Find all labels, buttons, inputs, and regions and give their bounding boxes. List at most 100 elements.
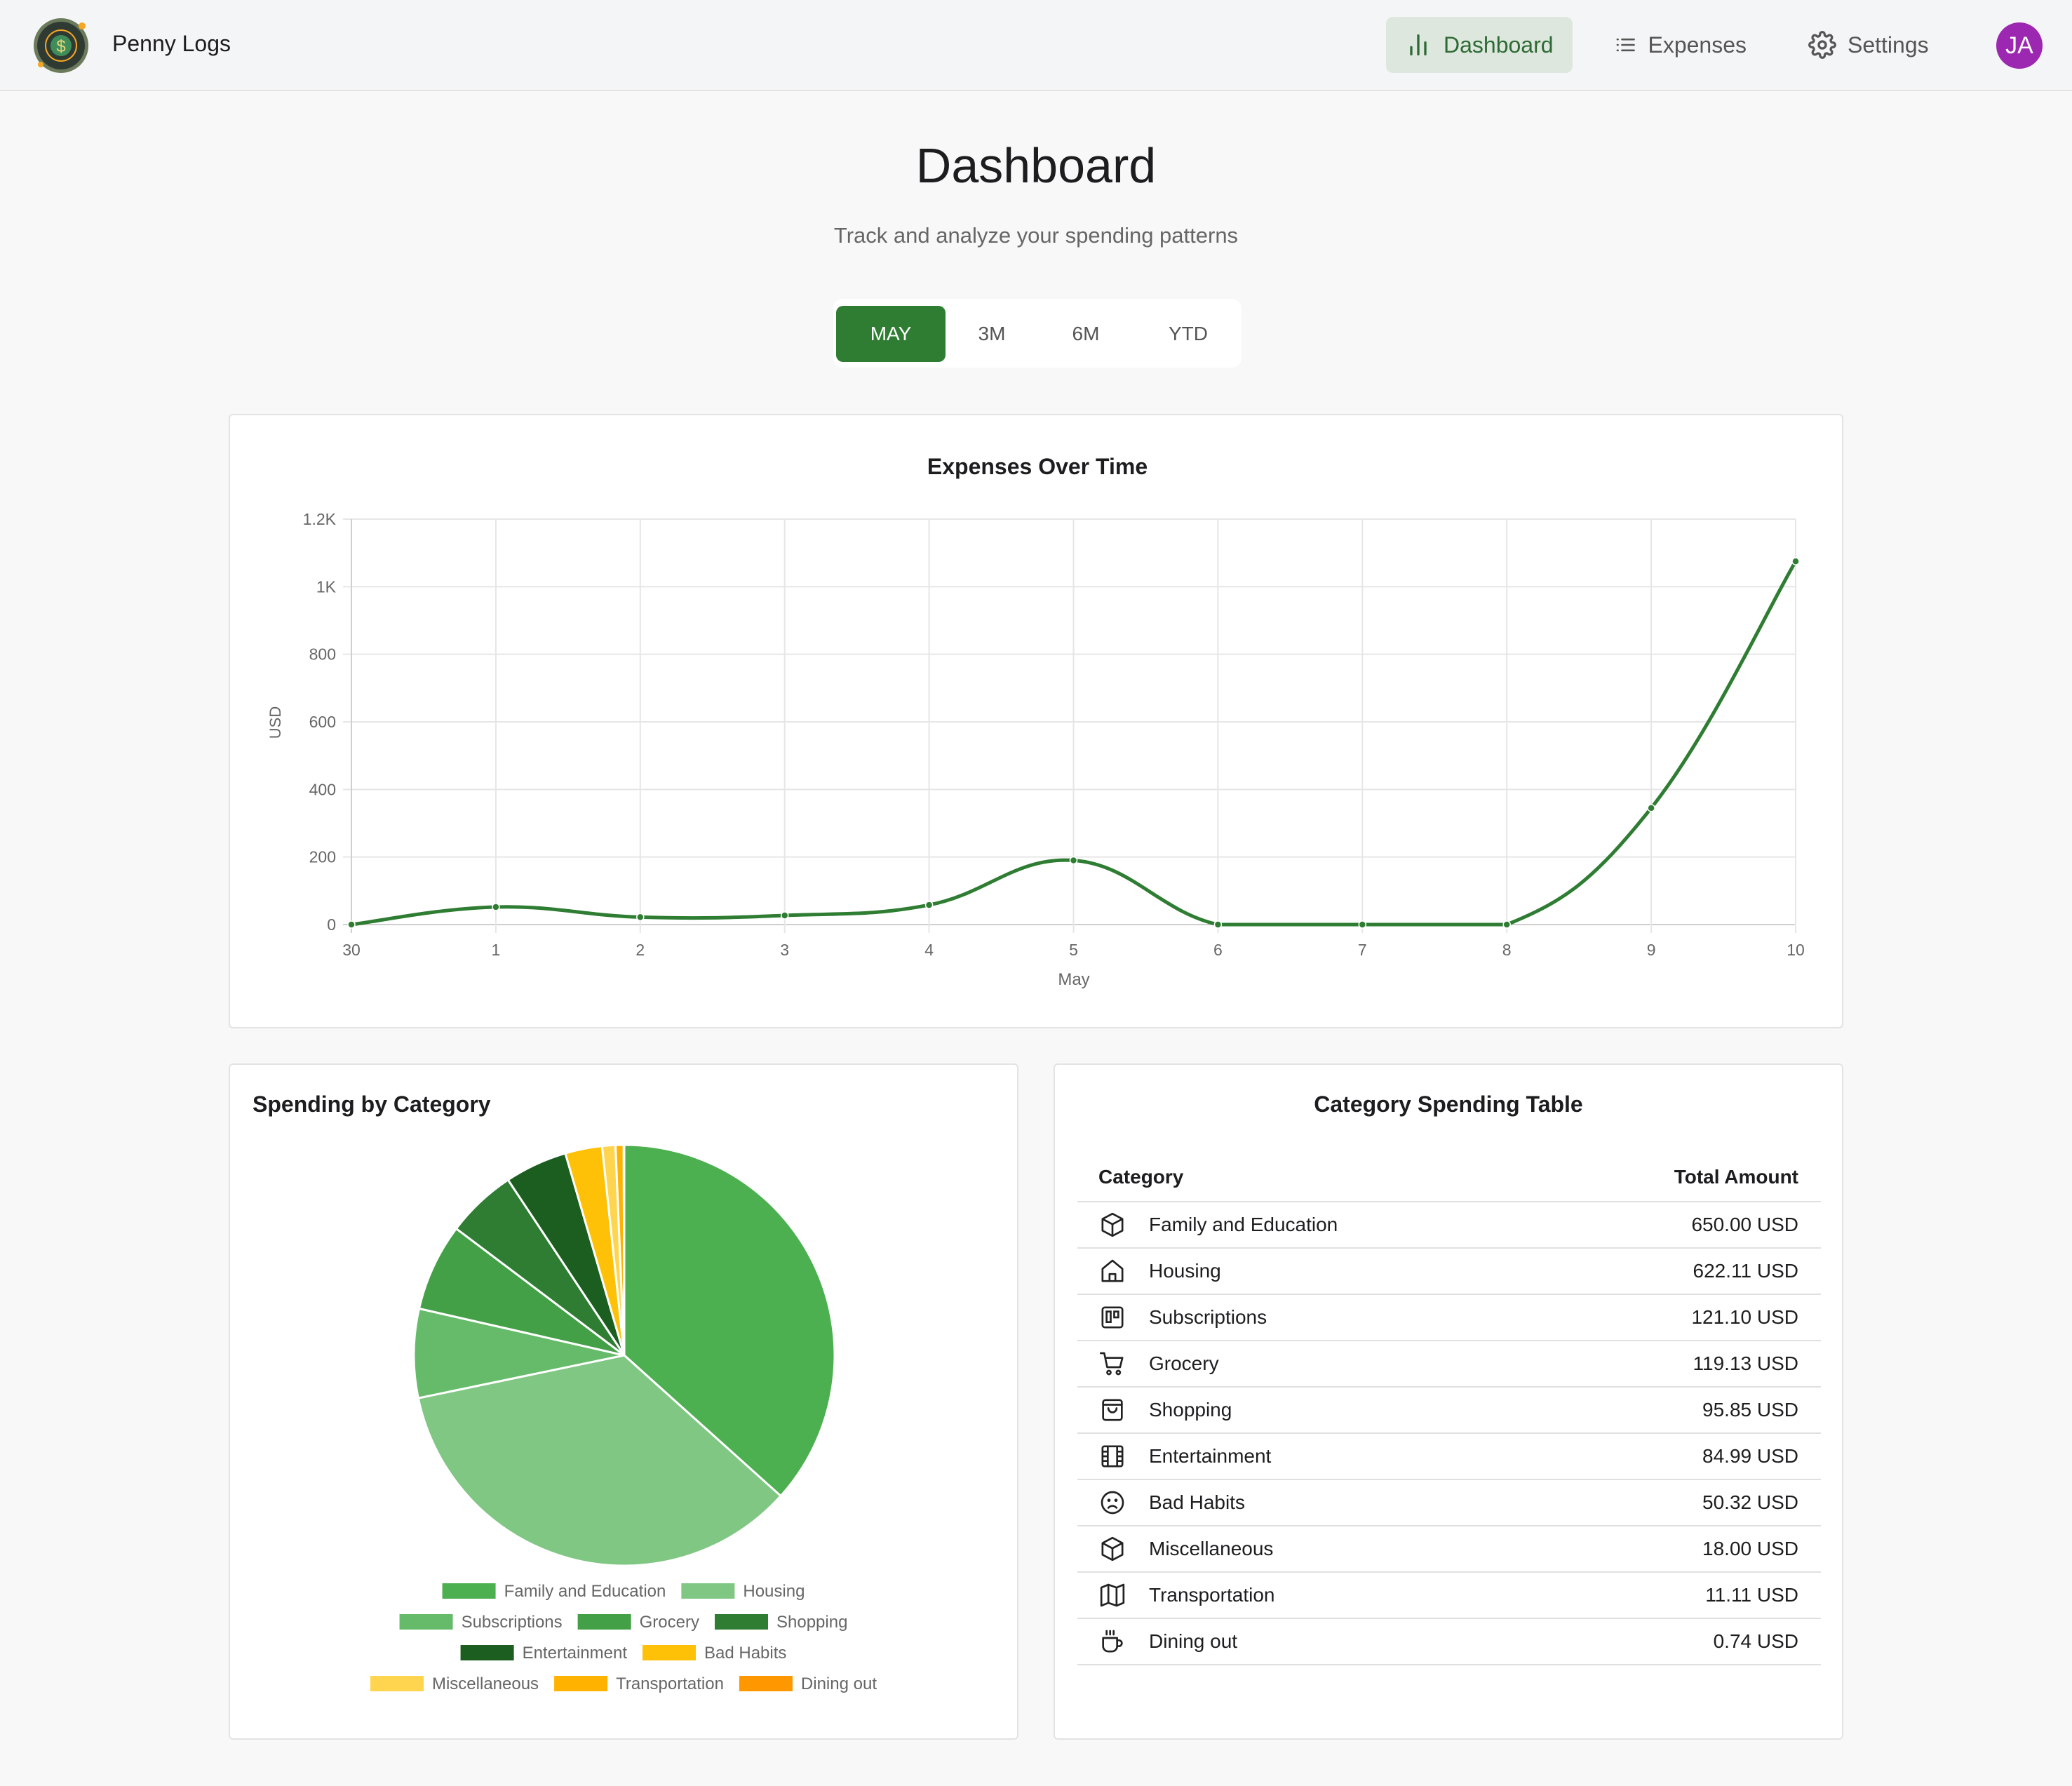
row-category-name: Grocery (1149, 1352, 1219, 1374)
table-row: Bad Habits 50.32 USD (1077, 1480, 1821, 1526)
data-point[interactable] (1791, 557, 1800, 565)
y-tick-label: 200 (309, 848, 336, 866)
gear-icon (1808, 31, 1836, 59)
legend-label[interactable]: Bad Habits (704, 1644, 786, 1663)
legend-label[interactable]: Dining out (801, 1674, 877, 1693)
expenses-line-series (351, 560, 1798, 927)
penny-logs-logo-icon[interactable]: $ (32, 17, 90, 74)
x-tick-label: 7 (1358, 941, 1367, 959)
data-point[interactable] (1213, 920, 1223, 929)
row-amount: 95.85 USD (1702, 1399, 1798, 1421)
range-3m-button[interactable]: 3M (978, 323, 1006, 344)
row-amount: 622.11 USD (1693, 1260, 1798, 1282)
data-point[interactable] (1647, 804, 1655, 812)
nav-expenses-label: Expenses (1648, 32, 1747, 58)
legend-label[interactable]: Grocery (640, 1613, 699, 1632)
data-point[interactable] (1502, 920, 1511, 929)
legend-swatch[interactable] (643, 1645, 697, 1660)
legend-swatch[interactable] (399, 1614, 453, 1630)
legend-swatch[interactable] (442, 1583, 496, 1599)
legend-label[interactable]: Housing (743, 1582, 805, 1601)
legend-label[interactable]: Family and Education (504, 1582, 666, 1601)
table-row: Entertainment 84.99 USD (1077, 1434, 1821, 1480)
y-tick-label: 400 (309, 780, 336, 798)
line-chart-title: Expenses Over Time (927, 454, 1148, 479)
cube-icon (1101, 1212, 1124, 1237)
legend-label[interactable]: Shopping (776, 1613, 847, 1632)
data-point[interactable] (347, 920, 356, 929)
app-brand-name[interactable]: Penny Logs (112, 31, 231, 56)
nav-dashboard-button[interactable]: Dashboard (1386, 17, 1573, 73)
row-amount: 119.13 USD (1693, 1352, 1798, 1374)
kanban-icon (1101, 1306, 1124, 1329)
legend-label[interactable]: Transportation (616, 1674, 724, 1693)
row-amount: 50.32 USD (1702, 1491, 1798, 1513)
pie-slice[interactable] (417, 1227, 625, 1357)
sad-face-icon (1101, 1491, 1124, 1515)
pie-chart-title: Spending by Category (253, 1092, 491, 1117)
pie-slice[interactable] (417, 1354, 783, 1567)
legend-swatch[interactable] (460, 1645, 514, 1660)
user-avatar[interactable]: JA (1996, 22, 2043, 69)
row-category-name: Miscellaneous (1149, 1538, 1274, 1559)
range-may-button[interactable]: MAY (836, 306, 946, 362)
pie-slice[interactable] (623, 1143, 836, 1498)
nav-settings-button[interactable]: Settings (1790, 17, 1953, 73)
legend-swatch[interactable] (370, 1676, 424, 1691)
data-point[interactable] (492, 903, 500, 911)
row-amount: 0.74 USD (1713, 1630, 1798, 1652)
row-category-name: Shopping (1149, 1399, 1232, 1421)
table-row: Shopping 95.85 USD (1077, 1388, 1821, 1434)
data-point[interactable] (1358, 920, 1367, 929)
table-row: Grocery 119.13 USD (1077, 1341, 1821, 1388)
y-tick-label: 1K (316, 577, 337, 596)
list-icon (1616, 38, 1635, 52)
legend-swatch[interactable] (554, 1676, 608, 1691)
cart-icon (1100, 1352, 1124, 1376)
legend-swatch[interactable] (715, 1614, 768, 1630)
row-category-name: Bad Habits (1149, 1491, 1245, 1513)
pie-slice[interactable] (412, 1307, 625, 1399)
film-icon (1101, 1445, 1124, 1468)
x-tick-label: 2 (635, 941, 645, 959)
table-header-row: Category Total Amount (1077, 1153, 1821, 1202)
category-spending-table: Category Total Amount Family and Educati… (1077, 1153, 1821, 1665)
table-row: Dining out 0.74 USD (1077, 1619, 1821, 1665)
data-point[interactable] (924, 901, 934, 909)
data-point[interactable] (636, 913, 645, 922)
range-6m-button[interactable]: 6M (1072, 323, 1100, 344)
shopping-bag-icon (1102, 1399, 1123, 1421)
top-navbar: $ Penny Logs Dashboard Expenses Settings… (0, 0, 2072, 91)
range-ytd-button[interactable]: YTD (1169, 323, 1208, 344)
data-point[interactable] (780, 911, 789, 920)
row-category-name: Subscriptions (1149, 1306, 1267, 1328)
bar-chart-icon (1410, 34, 1427, 56)
coffee-icon (1102, 1630, 1123, 1653)
row-amount: 18.00 USD (1702, 1538, 1798, 1559)
legend-swatch[interactable] (577, 1614, 631, 1630)
x-tick-label: 30 (342, 941, 361, 959)
nav-expenses-button[interactable]: Expenses (1596, 17, 1765, 73)
legend-label[interactable]: Miscellaneous (432, 1674, 539, 1693)
svg-text:$: $ (56, 37, 65, 56)
row-amount: 11.11 USD (1705, 1584, 1798, 1606)
table-row: Housing 622.11 USD (1077, 1249, 1821, 1295)
x-tick-label: 8 (1502, 941, 1512, 959)
x-tick-label: 9 (1647, 941, 1656, 959)
expenses-line-chart: Expenses Over Time USD May 0 200 400 600 800… (267, 454, 1805, 989)
page-subtitle: Track and analyze your spending patterns (833, 223, 1239, 248)
row-amount: 121.10 USD (1691, 1306, 1798, 1328)
category-spending-table-card: Category Spending Table Category Total A… (1054, 1063, 1843, 1740)
legend-swatch[interactable] (681, 1583, 735, 1599)
category-column-header: Category (1098, 1166, 1184, 1188)
legend-label[interactable]: Subscriptions (462, 1613, 563, 1632)
legend-label[interactable]: Entertainment (523, 1644, 628, 1663)
row-amount: 650.00 USD (1691, 1214, 1798, 1235)
x-tick-label: 1 (492, 941, 501, 959)
x-tick-label: 5 (1069, 941, 1078, 959)
data-point[interactable] (1069, 856, 1078, 865)
table-title: Category Spending Table (1314, 1092, 1583, 1117)
x-tick-label: 6 (1213, 941, 1223, 959)
legend-swatch[interactable] (739, 1676, 793, 1691)
row-category-name: Entertainment (1149, 1445, 1272, 1467)
